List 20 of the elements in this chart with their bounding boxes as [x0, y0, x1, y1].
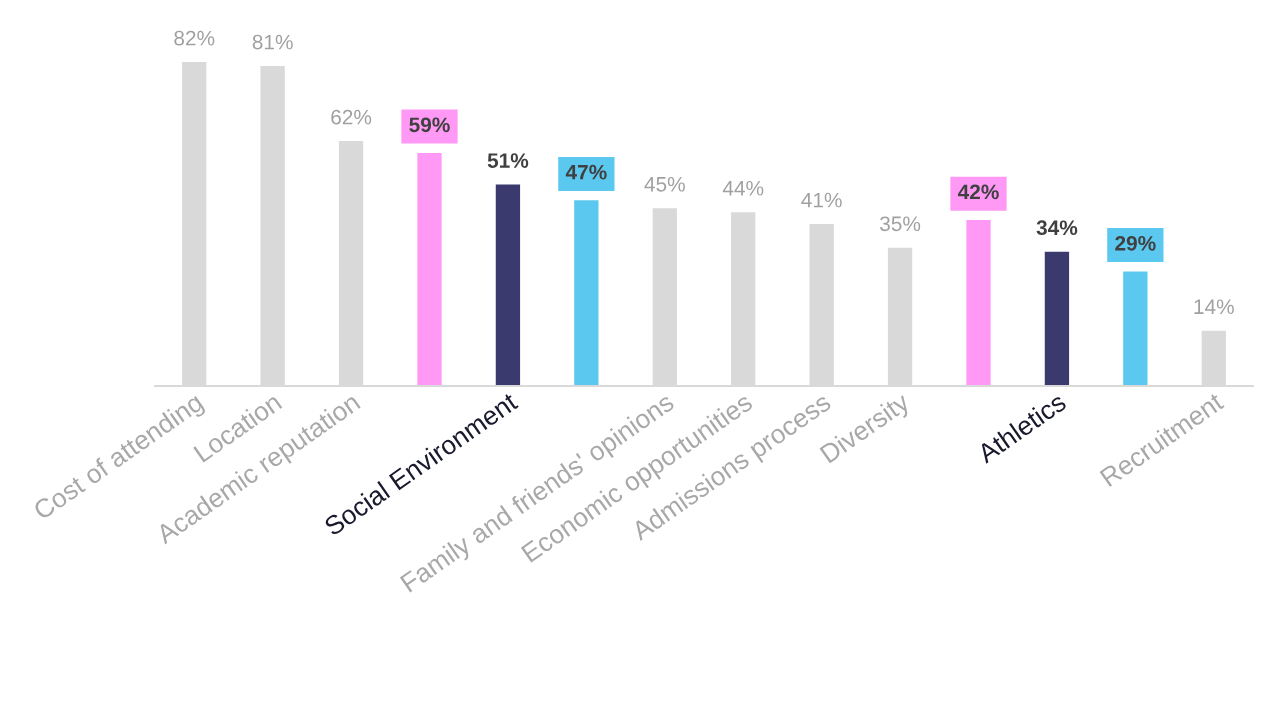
bar: [574, 200, 599, 386]
data-label: 47%: [565, 164, 607, 180]
bar: [1044, 251, 1070, 386]
bar: [495, 184, 521, 386]
data-label: 62%: [331, 109, 372, 125]
data-label: 82%: [174, 30, 215, 46]
bar: [1123, 271, 1148, 386]
data-label: 51%: [487, 153, 529, 168]
data-label: 81%: [252, 34, 293, 50]
data-label: 29%: [1115, 235, 1156, 251]
data-label: 35%: [880, 216, 921, 232]
bar: [417, 152, 442, 386]
data-label: 41%: [801, 192, 842, 208]
data-label: 44%: [722, 180, 764, 196]
data-label: 59%: [409, 117, 450, 133]
data-label: 42%: [957, 184, 999, 200]
data-label: 14%: [1194, 299, 1234, 314]
bar: [966, 220, 991, 386]
data-label: 45%: [644, 176, 685, 192]
data-label: 34%: [1036, 220, 1078, 236]
